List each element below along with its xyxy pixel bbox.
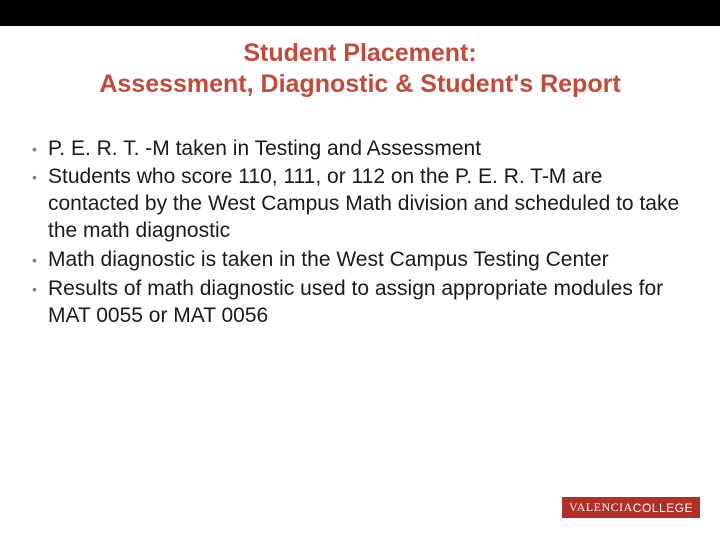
bullet-item: P. E. R. T. -M taken in Testing and Asse…	[32, 136, 688, 163]
bullet-text: Results of math diagnostic used to assig…	[48, 277, 663, 327]
valencia-college-logo: VALENCIACOLLEGE	[562, 497, 700, 518]
title-line-1: Student Placement:	[40, 38, 680, 69]
bullet-item: Results of math diagnostic used to assig…	[32, 276, 688, 330]
content-area: P. E. R. T. -M taken in Testing and Asse…	[0, 101, 720, 330]
logo-text-right: COLLEGE	[633, 501, 693, 515]
bullet-item: Students who score 110, 111, or 112 on t…	[32, 164, 688, 245]
top-bar	[0, 0, 720, 26]
title-line-2: Assessment, Diagnostic & Student's Repor…	[40, 69, 680, 100]
bullet-item: Math diagnostic is taken in the West Cam…	[32, 247, 688, 274]
logo-text-left: VALENCIA	[569, 500, 633, 515]
bullet-text: Math diagnostic is taken in the West Cam…	[48, 248, 609, 271]
bullet-text: Students who score 110, 111, or 112 on t…	[48, 165, 679, 242]
bullet-list: P. E. R. T. -M taken in Testing and Asse…	[32, 136, 688, 330]
bullet-text: P. E. R. T. -M taken in Testing and Asse…	[48, 137, 481, 160]
slide-title: Student Placement: Assessment, Diagnosti…	[0, 26, 720, 101]
